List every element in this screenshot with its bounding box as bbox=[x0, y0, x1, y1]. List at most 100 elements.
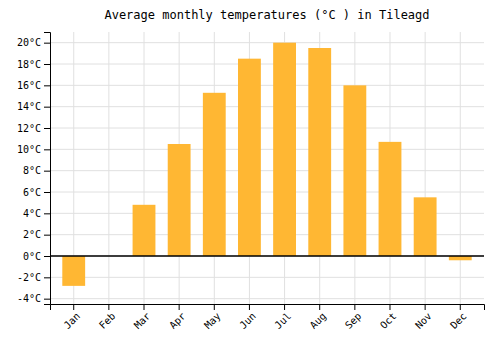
tick-label: Mar bbox=[132, 310, 153, 331]
tick-mark bbox=[73, 304, 74, 310]
tick-mark bbox=[44, 235, 50, 236]
bars bbox=[50, 43, 484, 286]
tick-label: 12°C bbox=[17, 123, 41, 134]
grid-line bbox=[50, 192, 484, 193]
tick-label: Sep bbox=[343, 310, 364, 331]
tick-label: Oct bbox=[378, 310, 399, 331]
tick-label: Jan bbox=[62, 310, 83, 331]
plot-area: -4°C -2°C 0°C 2°C 4°C 6°C 8°C 10°C 12°C 14°C 16°C 1… bbox=[17, 32, 485, 331]
tick-label: 18°C bbox=[17, 59, 41, 70]
grid bbox=[50, 32, 484, 304]
tick-label: 0°C bbox=[23, 251, 41, 262]
grid-line bbox=[50, 298, 484, 299]
tick-label: Apr bbox=[167, 310, 188, 331]
tick-label: 4°C bbox=[23, 208, 41, 219]
tick-mark bbox=[44, 43, 50, 44]
tick-label: -4°C bbox=[17, 293, 41, 304]
tick: -2°C bbox=[17, 272, 50, 283]
grid-line bbox=[460, 32, 461, 304]
tick-label: 6°C bbox=[23, 187, 41, 198]
tick: Jan bbox=[62, 304, 83, 331]
bar bbox=[168, 144, 191, 256]
title: Average monthly temperatures (°C ) in Ti… bbox=[104, 8, 429, 22]
grid-line bbox=[50, 256, 484, 257]
tick: 12°C bbox=[17, 123, 50, 134]
tick: Feb bbox=[97, 304, 118, 331]
tick: 20°C bbox=[17, 37, 50, 48]
zero-line bbox=[50, 255, 484, 257]
tick-mark bbox=[460, 304, 461, 310]
grid-line bbox=[50, 42, 484, 43]
tick-mark bbox=[44, 128, 50, 129]
bar bbox=[343, 85, 366, 256]
grid-line bbox=[144, 32, 145, 304]
tick: 18°C bbox=[17, 59, 50, 70]
tick: 14°C bbox=[17, 101, 50, 112]
bar bbox=[308, 48, 331, 256]
grid-line bbox=[50, 277, 484, 278]
tick-mark bbox=[179, 304, 180, 310]
tick-mark bbox=[44, 256, 50, 257]
axis-line bbox=[51, 305, 485, 311]
grid-line bbox=[50, 106, 484, 107]
grid-line bbox=[50, 85, 484, 86]
tick: Jul bbox=[273, 304, 294, 331]
tick-label: Nov bbox=[413, 310, 434, 331]
tick-mark bbox=[354, 304, 355, 310]
chart: -4°C -2°C 0°C 2°C 4°C 6°C 8°C 10°C 12°C 14°C 16°C 1… bbox=[0, 0, 500, 350]
bar bbox=[414, 197, 437, 256]
tick-label: Dec bbox=[448, 310, 469, 331]
grid-line bbox=[50, 170, 484, 171]
tick-label: 16°C bbox=[17, 80, 41, 91]
x-axis: Jan Feb Mar Apr May Jun Jul Aug Sep Oct Nov Dec bbox=[51, 304, 485, 331]
tick-label: -2°C bbox=[17, 272, 41, 283]
tick: Nov bbox=[413, 304, 434, 331]
tick-mark bbox=[284, 304, 285, 310]
tick-label: 8°C bbox=[23, 165, 41, 176]
tick-mark bbox=[389, 304, 390, 310]
tick-label: 14°C bbox=[17, 101, 41, 112]
tick: 2°C bbox=[23, 229, 50, 240]
grid-line bbox=[108, 32, 109, 304]
tick: 4°C bbox=[23, 208, 50, 219]
tick: Apr bbox=[167, 304, 188, 331]
tick: Mar bbox=[132, 304, 153, 331]
tick-label: Aug bbox=[308, 310, 329, 331]
grid-line bbox=[50, 64, 484, 65]
grid-line bbox=[425, 32, 426, 304]
y-axis: -4°C -2°C 0°C 2°C 4°C 6°C 8°C 10°C 12°C 14°C 16°C 1… bbox=[17, 33, 51, 305]
tick: Aug bbox=[308, 304, 329, 331]
axis-line bbox=[44, 33, 51, 305]
bar bbox=[133, 205, 156, 256]
tick-mark bbox=[44, 85, 50, 86]
tick-mark bbox=[44, 299, 50, 300]
tick-mark bbox=[44, 277, 50, 278]
bar bbox=[273, 43, 296, 256]
tick-mark bbox=[44, 171, 50, 172]
tick-mark bbox=[319, 304, 320, 310]
tick: May bbox=[202, 304, 223, 331]
bar bbox=[238, 59, 261, 256]
tick-label: 20°C bbox=[17, 37, 41, 48]
grid-line bbox=[50, 149, 484, 150]
tick-mark bbox=[214, 304, 215, 310]
tick-mark bbox=[44, 149, 50, 150]
tick-label: Jul bbox=[273, 310, 294, 331]
tick-mark bbox=[249, 304, 250, 310]
grid-line bbox=[50, 128, 484, 129]
tick: 8°C bbox=[23, 165, 50, 176]
bar bbox=[62, 256, 85, 286]
tick-label: May bbox=[202, 310, 223, 331]
tick-label: Jun bbox=[237, 310, 258, 331]
tick: Oct bbox=[378, 304, 399, 331]
tick-mark bbox=[44, 192, 50, 193]
tick: 10°C bbox=[17, 144, 50, 155]
tick-label: Feb bbox=[97, 310, 118, 331]
tick-mark bbox=[144, 304, 145, 310]
tick: 0°C bbox=[23, 251, 50, 262]
bar bbox=[379, 142, 402, 256]
tick: Jun bbox=[237, 304, 258, 331]
tick: 16°C bbox=[17, 80, 50, 91]
tick: Dec bbox=[448, 304, 469, 331]
tick-mark bbox=[425, 304, 426, 310]
